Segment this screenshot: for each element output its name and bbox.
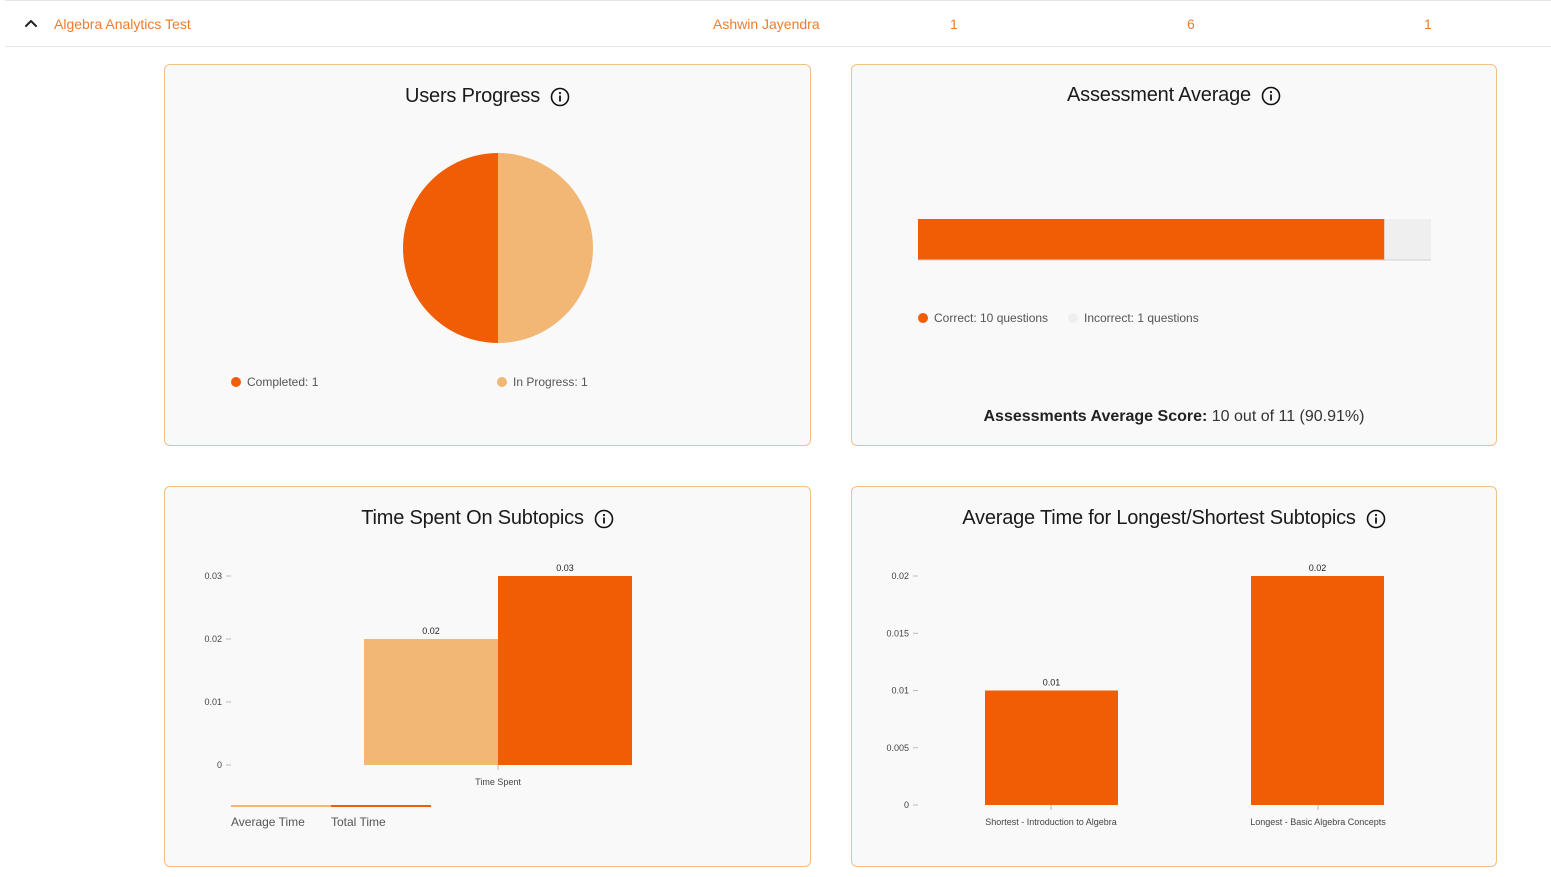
info-icon[interactable] [1261,86,1281,106]
y-tick-label: 0.02 [891,571,909,581]
legend-dot [497,377,507,387]
legend-total-time: Total Time [331,805,431,829]
analytics-row-header[interactable]: Algebra Analytics Test Ashwin Jayendra 1… [5,0,1551,47]
bar-shortest[interactable] [985,690,1118,806]
y-tick-label: 0.005 [886,743,909,753]
assessment-average-card: Assessment Average Correct: 10 questions… [851,64,1497,446]
score-label: Assessments Average Score: [983,408,1208,425]
bar-average-time[interactable] [364,639,498,765]
y-tick-label: 0.03 [204,571,222,581]
time-spent-bar-chart: 0 0.01 0.02 0.03 0.02 0.03 Time Spent [204,563,632,787]
bar-longest[interactable] [1251,576,1384,805]
time-spent-card: Time Spent On Subtopics 0 0.01 0.02 0.03 0.0… [164,486,811,867]
legend-correct-label: Correct: 10 questions [934,311,1049,325]
info-icon[interactable] [550,87,570,107]
pie-slice-completed[interactable] [403,153,498,343]
y-tick-label: 0 [904,800,909,810]
legend-line [231,805,331,807]
users-progress-card: Users Progress Completed: 1 In Progress:… [164,64,811,446]
test-title[interactable]: Algebra Analytics Test [54,16,191,32]
legend-dot [918,313,928,323]
time-spent-title: Time Spent On Subtopics [165,507,810,530]
bar-incorrect[interactable] [1384,219,1431,260]
legend-completed-label: Completed: 1 [247,375,319,389]
data-label: 0.02 [1309,563,1327,573]
y-tick-label: 0 [217,760,222,770]
row-value-1: 1 [950,16,958,32]
legend-dot [231,377,241,387]
legend-in-progress-label: In Progress: 1 [513,375,588,389]
bar-total-time[interactable] [498,576,632,765]
legend-in-progress: In Progress: 1 [497,375,588,389]
y-tick-label: 0.015 [886,628,909,638]
row-value-2: 6 [1187,16,1195,32]
bar-correct[interactable] [918,219,1385,260]
score-value: 10 out of 11 (90.91%) [1211,408,1365,425]
users-progress-title-text: Users Progress [404,85,540,107]
data-label: 0.03 [556,563,574,573]
data-label: 0.01 [1043,678,1061,688]
legend-dot [1068,313,1078,323]
info-icon[interactable] [594,509,614,529]
y-tick-label: 0.02 [204,634,222,644]
legend-incorrect-label: Incorrect: 1 questions [1084,311,1199,325]
y-tick-label: 0.01 [891,686,909,696]
longest-shortest-title-text: Average Time for Longest/Shortest Subtop… [962,507,1356,529]
assessment-average-title-text: Assessment Average [1067,84,1251,106]
info-icon[interactable] [1366,509,1386,529]
data-label: 0.02 [422,626,440,636]
longest-shortest-bar-chart: 0 0.005 0.01 0.015 0.02 0.01 0.02 Shortest - In… [886,563,1386,827]
y-tick-label: 0.01 [204,697,222,707]
assessment-score: Assessments Average Score: 10 out of 11 … [852,408,1496,426]
users-progress-title: Users Progress [165,85,810,108]
legend-incorrect: Incorrect: 1 questions [1068,311,1199,325]
legend-line [331,805,431,807]
legend-completed: Completed: 1 [231,375,318,389]
legend-correct: Correct: 10 questions [918,311,1048,325]
assessment-stacked-bar [918,219,1431,261]
row-value-3: 1 [1424,16,1432,32]
x-tick-label: Longest - Basic Algebra Concepts [1250,817,1386,827]
assessment-average-title: Assessment Average [852,84,1496,107]
longest-shortest-card: Average Time for Longest/Shortest Subtop… [851,486,1497,867]
legend-average-time-label: Average Time [231,815,305,829]
chevron-up-icon[interactable] [23,15,39,31]
users-progress-pie [403,153,593,343]
user-name: Ashwin Jayendra [713,16,820,32]
pie-slice-in-progress[interactable] [498,153,593,343]
longest-shortest-title: Average Time for Longest/Shortest Subtop… [852,507,1496,530]
legend-total-time-label: Total Time [331,815,386,829]
x-tick-label: Time Spent [475,777,521,787]
time-spent-title-text: Time Spent On Subtopics [361,507,584,529]
legend-average-time: Average Time [231,805,331,829]
x-tick-label: Shortest - Introduction to Algebra [985,817,1117,827]
